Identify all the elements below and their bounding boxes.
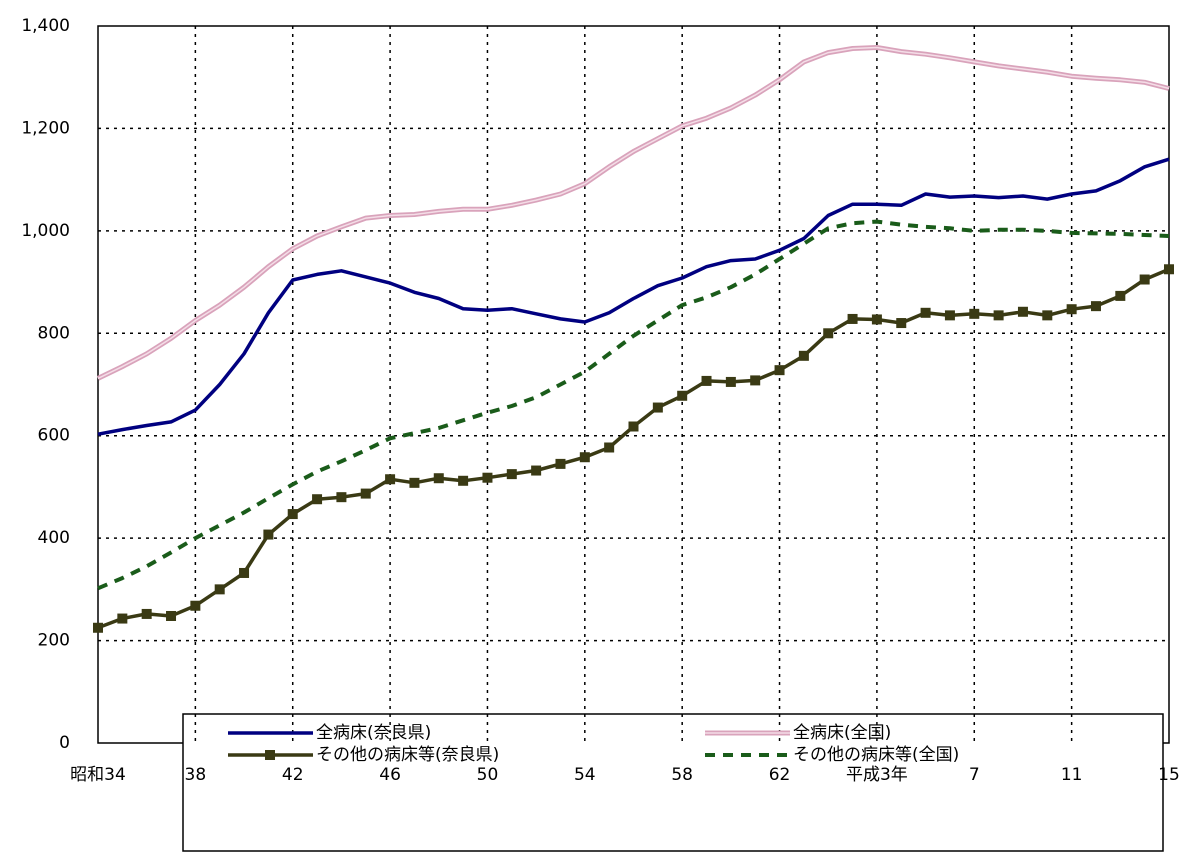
x-tick-label: 50 bbox=[477, 765, 499, 785]
series-line bbox=[97, 157, 1170, 436]
data-point bbox=[920, 307, 931, 318]
data-point bbox=[1164, 264, 1174, 275]
series-line bbox=[97, 267, 1170, 630]
y-tick-label: 1,000 bbox=[21, 221, 70, 241]
data-point bbox=[117, 613, 128, 624]
data-point bbox=[628, 421, 639, 432]
data-point bbox=[750, 375, 761, 386]
data-point bbox=[263, 529, 274, 540]
data-point bbox=[823, 328, 834, 339]
data-point bbox=[579, 452, 590, 463]
y-tick-label: 200 bbox=[38, 631, 70, 651]
data-point bbox=[336, 492, 347, 503]
data-point bbox=[458, 475, 469, 486]
legend-box bbox=[182, 713, 1164, 852]
x-tick-label: 62 bbox=[769, 765, 791, 785]
series-line bbox=[97, 219, 1170, 591]
data-point bbox=[433, 473, 444, 484]
data-point bbox=[190, 600, 201, 611]
x-tick-label: 7 bbox=[969, 765, 980, 785]
data-point bbox=[93, 622, 103, 633]
data-point bbox=[141, 608, 152, 619]
legend-label: 全病床(全国) bbox=[793, 723, 891, 743]
x-tick-label: 11 bbox=[1061, 765, 1083, 785]
data-point bbox=[360, 488, 371, 499]
y-tick-label: 1,200 bbox=[21, 118, 70, 138]
x-tick-label: 54 bbox=[574, 765, 596, 785]
y-tick-label: 1,400 bbox=[21, 16, 70, 36]
data-point bbox=[1017, 306, 1028, 317]
data-point bbox=[1115, 290, 1126, 301]
data-point bbox=[604, 442, 615, 453]
x-tick-label: 昭和34 bbox=[70, 765, 126, 785]
data-point bbox=[1042, 310, 1053, 321]
x-tick-label: 平成3年 bbox=[846, 765, 908, 785]
data-point bbox=[531, 465, 542, 476]
y-tick-label: 0 bbox=[59, 733, 70, 753]
data-point bbox=[239, 567, 250, 578]
data-point bbox=[701, 375, 712, 386]
data-point bbox=[166, 610, 177, 621]
x-tick-label: 58 bbox=[671, 765, 693, 785]
data-point bbox=[944, 310, 955, 321]
legend-marker bbox=[265, 750, 275, 760]
data-point bbox=[871, 314, 882, 325]
data-point bbox=[652, 402, 663, 413]
x-tick-label: 46 bbox=[379, 765, 401, 785]
data-point bbox=[993, 310, 1004, 321]
data-point bbox=[506, 469, 517, 480]
legend-label: 全病床(奈良県) bbox=[316, 723, 431, 743]
data-point bbox=[1090, 301, 1101, 312]
y-tick-label: 600 bbox=[38, 426, 70, 446]
data-point bbox=[896, 318, 907, 329]
data-point bbox=[1066, 304, 1077, 315]
x-tick-label: 42 bbox=[282, 765, 304, 785]
x-tick-label: 38 bbox=[185, 765, 207, 785]
data-point bbox=[409, 477, 420, 488]
x-tick-label: 15 bbox=[1158, 765, 1180, 785]
y-tick-label: 800 bbox=[38, 323, 70, 343]
data-point bbox=[385, 474, 396, 485]
data-point bbox=[847, 313, 858, 324]
data-point bbox=[214, 584, 225, 595]
data-point bbox=[555, 458, 566, 469]
legend-label: その他の病床等(全国) bbox=[793, 745, 959, 765]
data-point bbox=[969, 308, 980, 319]
data-point bbox=[677, 390, 688, 401]
y-tick-label: 400 bbox=[38, 528, 70, 548]
data-point bbox=[287, 509, 298, 520]
series-line-inner bbox=[97, 46, 1170, 380]
data-point bbox=[774, 365, 785, 376]
data-point bbox=[798, 350, 809, 361]
legend-label: その他の病床等(奈良県) bbox=[316, 745, 499, 765]
data-point bbox=[482, 472, 493, 483]
data-point bbox=[312, 494, 323, 505]
plot-area bbox=[97, 25, 1170, 744]
data-point bbox=[725, 376, 736, 387]
data-point bbox=[1139, 274, 1150, 285]
